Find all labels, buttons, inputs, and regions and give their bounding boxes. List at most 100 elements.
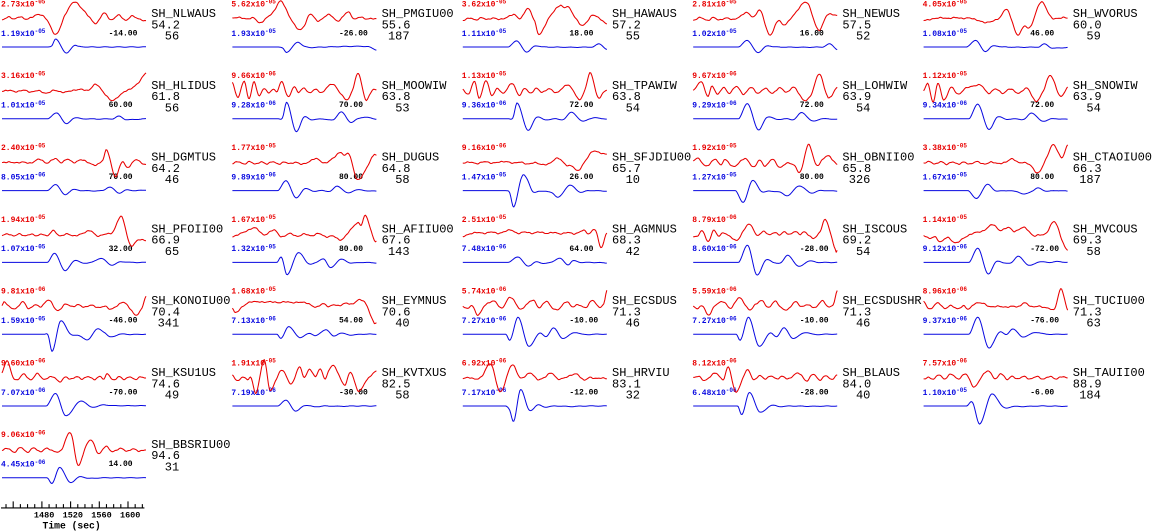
svg-text:72.00: 72.00 (1030, 101, 1054, 110)
svg-text:64.2: 64.2 (151, 162, 180, 176)
svg-text:-6.00: -6.00 (1030, 388, 1054, 397)
svg-text:88.9: 88.9 (1073, 377, 1102, 391)
svg-text:70.4: 70.4 (151, 306, 180, 320)
svg-text:-28.00: -28.00 (800, 388, 829, 397)
svg-text:SH_DUGUS: SH_DUGUS (382, 151, 440, 165)
svg-text:SH_ISCOUS: SH_ISCOUS (842, 222, 907, 236)
svg-text:1.67x10-05: 1.67x10-05 (923, 172, 968, 183)
svg-text:80.00: 80.00 (339, 173, 363, 182)
svg-text:60.0: 60.0 (1073, 18, 1102, 32)
svg-text:SH_ECSDUSHR: SH_ECSDUSHR (842, 294, 921, 308)
svg-text:SH_CTAOIU00: SH_CTAOIU00 (1073, 151, 1152, 165)
svg-text:82.5: 82.5 (382, 377, 411, 391)
svg-text:1.01x10-05: 1.01x10-05 (1, 100, 46, 111)
svg-text:1.68x10-05: 1.68x10-05 (231, 286, 276, 297)
svg-text:60.00: 60.00 (109, 101, 133, 110)
svg-text:58: 58 (395, 173, 409, 187)
svg-text:-76.00: -76.00 (1030, 317, 1059, 326)
svg-text:SH_KONOIU00: SH_KONOIU00 (151, 294, 230, 308)
svg-text:-28.00: -28.00 (800, 245, 829, 254)
svg-text:70.00: 70.00 (109, 173, 133, 182)
svg-text:SH_HRVIU: SH_HRVIU (612, 366, 670, 380)
svg-text:56: 56 (165, 101, 179, 115)
svg-text:71.3: 71.3 (612, 306, 641, 320)
svg-text:74.6: 74.6 (151, 377, 180, 391)
svg-text:-12.00: -12.00 (569, 388, 598, 397)
svg-text:SH_ECSDUS: SH_ECSDUS (612, 294, 677, 308)
svg-text:67.6: 67.6 (382, 234, 411, 248)
svg-text:57.2: 57.2 (612, 18, 641, 32)
svg-text:1.10x10-05: 1.10x10-05 (923, 387, 968, 398)
svg-text:32.00: 32.00 (109, 245, 133, 254)
svg-text:58: 58 (1086, 245, 1100, 259)
svg-text:SH_PFOII00: SH_PFOII00 (151, 222, 223, 236)
svg-text:72.00: 72.00 (569, 101, 593, 110)
svg-text:-14.00: -14.00 (109, 29, 138, 38)
svg-text:1.12x10-05: 1.12x10-05 (923, 71, 968, 82)
svg-text:SH_KSU1US: SH_KSU1US (151, 366, 216, 380)
svg-text:66.9: 66.9 (151, 234, 180, 248)
svg-text:80.00: 80.00 (339, 245, 363, 254)
svg-text:1.92x10-05: 1.92x10-05 (692, 142, 737, 153)
svg-text:63.8: 63.8 (382, 90, 411, 104)
svg-text:53: 53 (395, 101, 409, 115)
svg-text:49: 49 (165, 389, 179, 403)
svg-text:SH_TPAWIW: SH_TPAWIW (612, 79, 678, 93)
svg-text:6.92x10-06: 6.92x10-06 (462, 358, 507, 369)
svg-text:61.8: 61.8 (151, 90, 180, 104)
svg-text:9.60x10-06: 9.60x10-06 (1, 358, 46, 369)
svg-text:187: 187 (1079, 173, 1101, 187)
svg-text:6.48x10-06: 6.48x10-06 (692, 387, 737, 398)
svg-text:SH_EYMNUS: SH_EYMNUS (382, 294, 447, 308)
svg-text:65.8: 65.8 (842, 162, 871, 176)
svg-text:52: 52 (856, 30, 870, 44)
svg-text:-70.00: -70.00 (109, 388, 138, 397)
svg-text:40: 40 (856, 389, 870, 403)
svg-text:SH_LOHWIW: SH_LOHWIW (842, 79, 908, 93)
svg-text:10: 10 (626, 173, 640, 187)
svg-text:SH_MOOWIW: SH_MOOWIW (382, 79, 448, 93)
svg-text:66.3: 66.3 (1073, 162, 1102, 176)
svg-text:8.05x10-06: 8.05x10-06 (1, 172, 46, 183)
svg-text:-10.00: -10.00 (800, 317, 829, 326)
svg-text:-10.00: -10.00 (569, 317, 598, 326)
svg-text:83.1: 83.1 (612, 377, 641, 391)
svg-text:3.62x10-05: 3.62x10-05 (462, 0, 507, 9)
svg-text:SH_TUCIU00: SH_TUCIU00 (1073, 294, 1145, 308)
svg-text:63.9: 63.9 (842, 90, 871, 104)
svg-text:80.00: 80.00 (1030, 173, 1054, 182)
svg-text:-46.00: -46.00 (109, 317, 138, 326)
svg-text:54.2: 54.2 (151, 18, 180, 32)
svg-text:-30.00: -30.00 (339, 388, 368, 397)
svg-text:1480: 1480 (34, 510, 54, 520)
svg-text:SH_AGMNUS: SH_AGMNUS (612, 222, 677, 236)
svg-text:57.5: 57.5 (842, 18, 871, 32)
svg-text:1.77x10-05: 1.77x10-05 (231, 142, 276, 153)
svg-text:68.3: 68.3 (612, 234, 641, 248)
svg-text:46: 46 (165, 173, 179, 187)
svg-text:1.02x10-05: 1.02x10-05 (692, 28, 737, 39)
svg-text:SH_MVCOUS: SH_MVCOUS (1073, 222, 1138, 236)
svg-text:1.08x10-05: 1.08x10-05 (923, 28, 968, 39)
svg-text:1.07x10-05: 1.07x10-05 (1, 244, 46, 255)
svg-text:94.6: 94.6 (151, 449, 180, 463)
svg-text:84.0: 84.0 (842, 377, 871, 391)
svg-text:58: 58 (395, 389, 409, 403)
svg-text:3.16x10-05: 3.16x10-05 (1, 71, 46, 82)
svg-text:69.2: 69.2 (842, 234, 871, 248)
svg-text:46: 46 (626, 317, 640, 331)
svg-text:187: 187 (388, 30, 410, 44)
svg-text:64.8: 64.8 (382, 162, 411, 176)
svg-text:54: 54 (856, 245, 870, 259)
svg-text:5.59x10-06: 5.59x10-06 (692, 286, 737, 297)
svg-text:64.00: 64.00 (569, 245, 593, 254)
svg-text:14.00: 14.00 (109, 460, 133, 469)
svg-text:1.94x10-05: 1.94x10-05 (1, 214, 46, 225)
svg-text:1.47x10-05: 1.47x10-05 (462, 172, 507, 183)
svg-text:7.27x10-06: 7.27x10-06 (692, 315, 737, 326)
svg-text:4.45x10-06: 4.45x10-06 (1, 459, 46, 470)
svg-text:3.38x10-05: 3.38x10-05 (923, 142, 968, 153)
svg-text:SH_SNOWIW: SH_SNOWIW (1073, 79, 1139, 93)
svg-text:1560: 1560 (91, 510, 111, 520)
svg-text:8.12x10-06: 8.12x10-06 (692, 358, 737, 369)
